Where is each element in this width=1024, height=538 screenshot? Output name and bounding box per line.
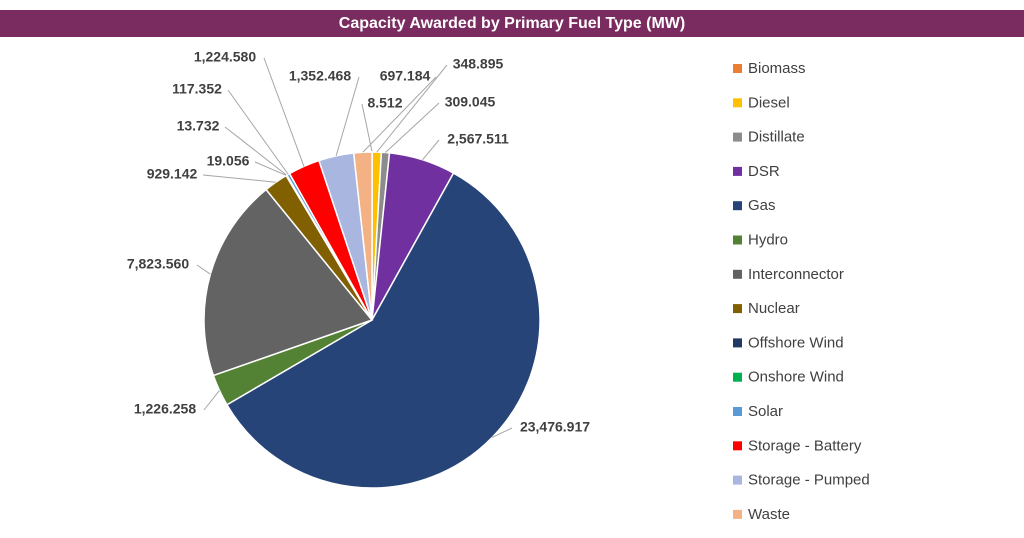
leader-line <box>202 174 276 183</box>
data-label: 1,352.468 <box>289 68 351 84</box>
legend-label: Gas <box>748 197 776 214</box>
data-label: 697.184 <box>380 68 431 84</box>
data-label: 7,823.560 <box>127 256 189 272</box>
chart-title: Capacity Awarded by Primary Fuel Type (M… <box>339 15 685 32</box>
legend-swatch <box>733 407 742 416</box>
leader-line <box>203 390 220 411</box>
data-label: 929.142 <box>147 166 198 182</box>
legend-swatch <box>733 372 742 382</box>
data-label: 13.732 <box>177 118 220 134</box>
leader-line <box>376 64 448 153</box>
legend-label: Waste <box>748 506 790 523</box>
leader-line <box>362 76 437 153</box>
legend-swatch <box>733 201 742 211</box>
legend-label: Storage - Battery <box>748 437 862 454</box>
data-label: 19.056 <box>207 153 250 169</box>
legend-label: Distillate <box>748 129 805 146</box>
data-label: 348.895 <box>453 56 504 72</box>
legend-label: Interconnector <box>748 266 844 283</box>
data-label: 1,224.580 <box>194 49 256 65</box>
legend-swatch <box>733 338 742 348</box>
leader-line <box>254 161 287 176</box>
leader-line <box>385 102 440 153</box>
pie-slice <box>203 188 374 377</box>
leader-line <box>263 57 305 167</box>
leader-line <box>224 126 288 176</box>
data-label: 117.352 <box>172 81 222 97</box>
title-bar <box>0 10 1024 37</box>
legend-swatch <box>733 304 742 314</box>
leader-line <box>335 76 360 157</box>
data-label: 2,567.511 <box>447 131 509 147</box>
legend-label: Solar <box>748 403 783 420</box>
legend-label: Nuclear <box>748 300 800 317</box>
legend-label: Storage - Pumped <box>748 472 870 489</box>
data-label: 8.512 <box>367 95 402 111</box>
legend-label: Onshore Wind <box>748 369 844 386</box>
legend-label: Biomass <box>748 60 806 77</box>
leader-line <box>422 139 440 161</box>
legend-label: DSR <box>748 163 780 180</box>
legend-swatch <box>733 132 742 142</box>
legend-swatch <box>733 64 742 73</box>
legend-swatch <box>733 98 742 108</box>
legend-label: Offshore Wind <box>748 334 844 351</box>
legend-swatch <box>733 235 742 245</box>
data-label: 309.045 <box>445 94 496 110</box>
legend-swatch <box>733 441 742 451</box>
legend-swatch <box>733 166 742 176</box>
leader-line <box>227 89 289 175</box>
leader-line <box>196 264 211 275</box>
legend-swatch <box>733 509 742 519</box>
legend-label: Hydro <box>748 231 788 248</box>
legend-swatch <box>733 475 742 485</box>
legend-label: Diesel <box>748 94 790 111</box>
leader-line <box>491 427 513 438</box>
data-label: 1,226.258 <box>134 401 196 417</box>
data-label: 23,476.917 <box>520 419 590 435</box>
legend-swatch <box>733 269 742 279</box>
